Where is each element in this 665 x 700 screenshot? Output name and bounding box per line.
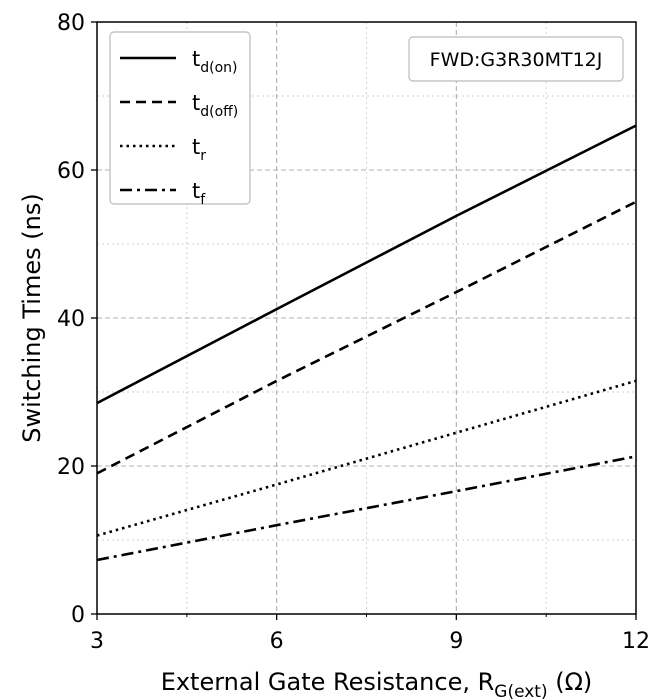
x-axis-label-subscript: G(ext)	[494, 682, 547, 700]
y-tick-label: 80	[57, 11, 85, 36]
x-tick-label: 12	[622, 629, 650, 654]
legend-frame	[109, 31, 251, 205]
x-tick-label: 3	[90, 629, 104, 654]
annotation-box: FWD:G3R30MT12J	[408, 36, 624, 82]
legend-label: td(off)	[192, 91, 238, 120]
x-axis-label-main: External Gate Resistance, R	[161, 668, 495, 696]
series-line-solid	[96, 124, 637, 405]
series-line-dashdot	[96, 455, 637, 562]
x-tick-label: 6	[270, 629, 284, 654]
series-lines	[96, 124, 637, 562]
series-line-dotted	[96, 379, 637, 537]
y-tick-label: 0	[71, 603, 85, 628]
legend-label: td(on)	[192, 47, 237, 76]
x-tick-label: 9	[449, 629, 463, 654]
y-tick-label: 20	[57, 455, 85, 480]
x-axis-label-unit: (Ω)	[548, 668, 593, 696]
y-tick-label: 40	[57, 307, 85, 332]
y-axis-label: Switching Times (ns)	[18, 193, 46, 442]
y-tick-label: 60	[57, 159, 85, 184]
x-axis-label: External Gate Resistance, RG(ext) (Ω)	[161, 668, 593, 700]
axis-ticks: 3 6 9 12 0 20 40 60 80	[57, 11, 650, 654]
legend: td(on) td(off) tr tf	[109, 31, 251, 208]
series-line-dashed	[96, 200, 637, 475]
legend-label: tr	[192, 135, 206, 164]
legend-label: tf	[192, 179, 206, 208]
annotation-text: FWD:G3R30MT12J	[430, 49, 603, 71]
annotation-frame	[408, 36, 624, 82]
